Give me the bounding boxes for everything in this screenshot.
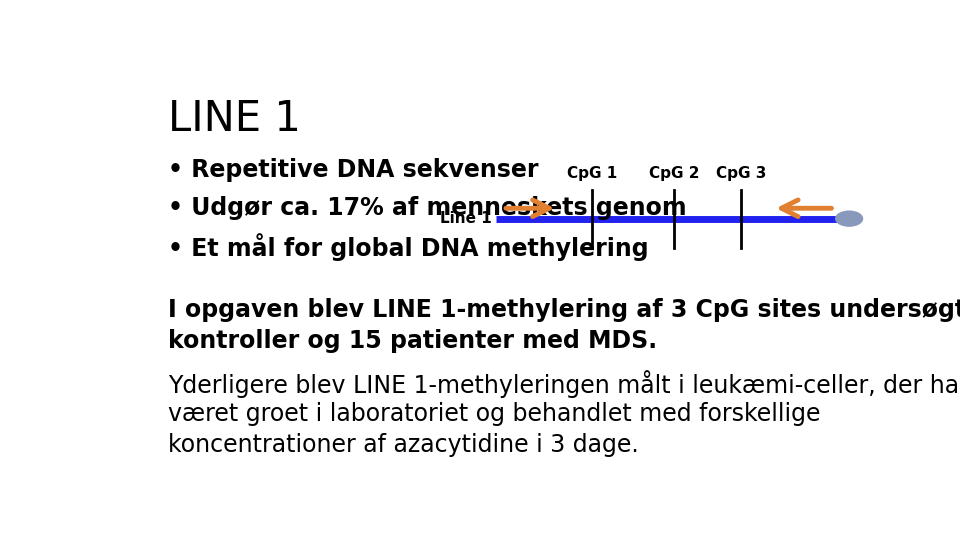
Text: CpG 3: CpG 3 [716, 166, 766, 181]
Text: kontroller og 15 patienter med MDS.: kontroller og 15 patienter med MDS. [168, 329, 658, 353]
Text: • Et mål for global DNA methylering: • Et mål for global DNA methylering [168, 233, 649, 261]
Circle shape [836, 211, 862, 226]
Text: CpG 2: CpG 2 [649, 166, 700, 181]
Text: koncentrationer af azacytidine i 3 dage.: koncentrationer af azacytidine i 3 dage. [168, 433, 639, 457]
Text: • Repetitive DNA sekvenser: • Repetitive DNA sekvenser [168, 158, 539, 183]
Text: LINE 1: LINE 1 [168, 98, 301, 140]
Text: I opgaven blev LINE 1-methylering af 3 CpG sites undersøgt i 5 raske: I opgaven blev LINE 1-methylering af 3 C… [168, 298, 960, 322]
Text: CpG 1: CpG 1 [567, 166, 617, 181]
Text: været groet i laboratoriet og behandlet med forskellige: været groet i laboratoriet og behandlet … [168, 402, 821, 426]
Text: Yderligere blev LINE 1-methyleringen målt i leukæmi-celler, der har: Yderligere blev LINE 1-methyleringen mål… [168, 370, 960, 399]
Text: Line 1: Line 1 [441, 211, 492, 226]
Text: • Udgør ca. 17% af menneskets genom: • Udgør ca. 17% af menneskets genom [168, 196, 687, 220]
